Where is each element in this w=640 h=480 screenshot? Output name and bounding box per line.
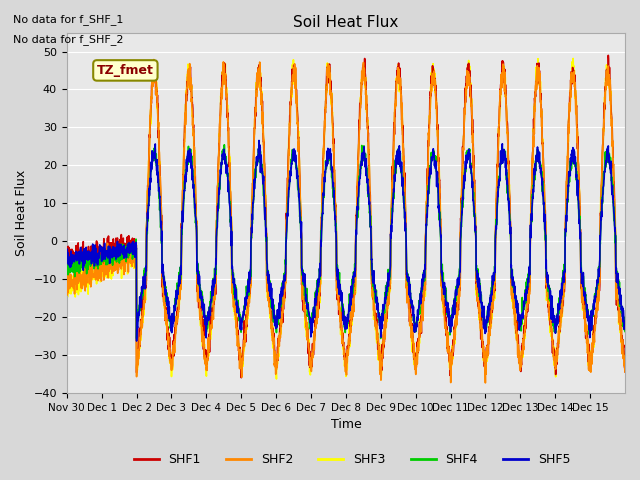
- SHF1: [621, 369, 629, 374]
- SHF1: [614, 299, 621, 304]
- SHF4: [621, 329, 629, 335]
- SHF1: [63, 244, 70, 250]
- SHF1: [604, 52, 612, 58]
- SHF5: [546, 296, 554, 301]
- SHF3: [118, 253, 126, 259]
- SHF4: [132, 336, 140, 341]
- SHF3: [570, 56, 577, 61]
- SHF5: [621, 325, 629, 331]
- SHF1: [239, 347, 247, 352]
- SHF3: [546, 310, 554, 315]
- SHF2: [546, 314, 554, 320]
- SHF3: [621, 367, 629, 372]
- SHF5: [380, 306, 388, 312]
- Title: Soil Heat Flux: Soil Heat Flux: [293, 15, 399, 30]
- SHF5: [118, 249, 126, 254]
- SHF1: [546, 314, 554, 320]
- Line: SHF4: SHF4: [67, 145, 625, 338]
- Text: No data for f_SHF_2: No data for f_SHF_2: [13, 34, 124, 45]
- Legend: SHF1, SHF2, SHF3, SHF4, SHF5: SHF1, SHF2, SHF3, SHF4, SHF5: [129, 448, 575, 471]
- SHF2: [63, 283, 70, 288]
- SHF5: [132, 338, 140, 344]
- SHF3: [614, 296, 621, 302]
- Line: SHF3: SHF3: [67, 59, 625, 380]
- X-axis label: Time: Time: [330, 419, 361, 432]
- Y-axis label: Soil Heat Flux: Soil Heat Flux: [15, 170, 28, 256]
- SHF2: [118, 256, 126, 262]
- SHF1: [118, 244, 126, 250]
- SHF5: [239, 309, 247, 314]
- SHF3: [239, 345, 247, 351]
- SHF1: [515, 333, 522, 338]
- Line: SHF2: SHF2: [67, 60, 625, 383]
- SHF2: [481, 380, 489, 386]
- SHF5: [63, 255, 70, 261]
- SHF4: [515, 314, 522, 320]
- SHF5: [515, 309, 522, 315]
- SHF4: [221, 142, 228, 148]
- SHF5: [614, 279, 621, 285]
- SHF3: [380, 335, 387, 341]
- Text: No data for f_SHF_1: No data for f_SHF_1: [13, 14, 123, 25]
- SHF2: [239, 350, 247, 356]
- SHF4: [546, 295, 554, 300]
- SHF1: [380, 332, 387, 337]
- SHF1: [237, 375, 245, 381]
- SHF2: [515, 342, 522, 348]
- SHF4: [614, 275, 621, 281]
- SHF3: [378, 377, 385, 383]
- Text: TZ_fmet: TZ_fmet: [97, 64, 154, 77]
- SHF5: [255, 138, 263, 144]
- SHF4: [63, 265, 70, 271]
- SHF4: [118, 252, 126, 257]
- SHF2: [621, 369, 629, 375]
- SHF4: [380, 309, 388, 315]
- SHF3: [515, 346, 522, 352]
- SHF3: [63, 274, 70, 279]
- SHF2: [380, 329, 387, 335]
- SHF4: [239, 311, 247, 317]
- Line: SHF1: SHF1: [67, 55, 625, 378]
- SHF2: [150, 57, 157, 62]
- Line: SHF5: SHF5: [67, 141, 625, 341]
- SHF2: [614, 295, 621, 300]
